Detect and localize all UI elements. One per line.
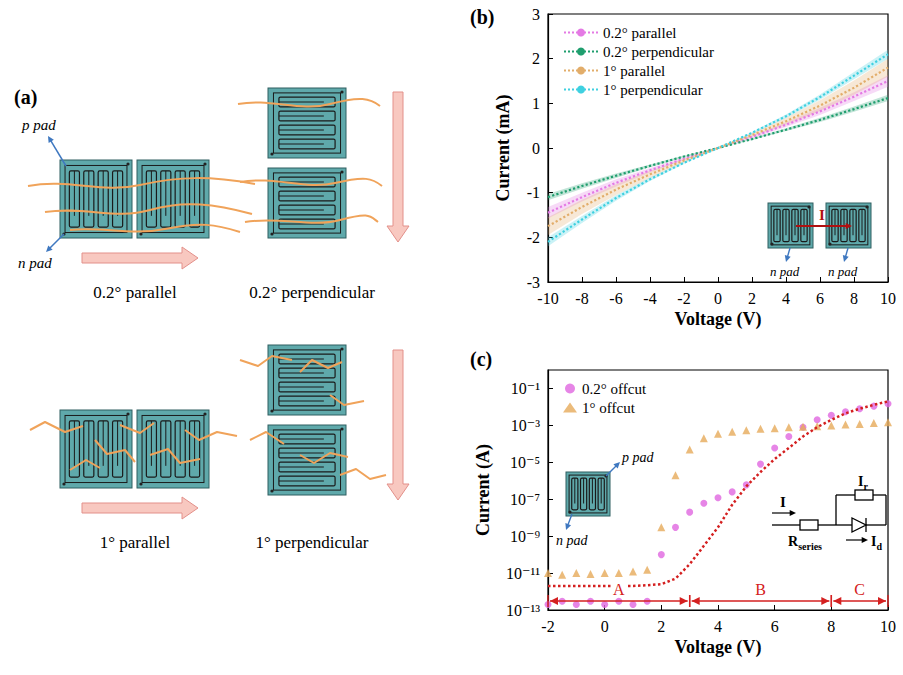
svg-text:1° parallel: 1° parallel [603, 63, 665, 79]
svg-text:-1: -1 [527, 184, 540, 201]
svg-text:Rseries: Rseries [788, 534, 822, 552]
svg-text:n pad: n pad [828, 264, 858, 279]
svg-text:10⁻¹: 10⁻¹ [511, 380, 540, 397]
svg-text:-2: -2 [541, 618, 554, 635]
svg-text:4: 4 [714, 618, 722, 635]
svg-text:1° parallel: 1° parallel [100, 533, 171, 552]
svg-text:(a): (a) [14, 86, 37, 109]
svg-text:(c): (c) [470, 348, 492, 371]
svg-text:2: 2 [748, 290, 756, 307]
svg-text:-2: -2 [527, 229, 540, 246]
svg-text:I: I [819, 207, 825, 223]
svg-text:-8: -8 [575, 290, 588, 307]
svg-text:-6: -6 [609, 290, 622, 307]
svg-text:C: C [854, 581, 865, 598]
svg-text:0.2° perpendicular: 0.2° perpendicular [603, 44, 714, 60]
svg-text:A: A [613, 581, 625, 598]
svg-text:1° perpendicular: 1° perpendicular [256, 533, 369, 552]
svg-text:6: 6 [816, 290, 824, 307]
svg-text:-2: -2 [677, 290, 690, 307]
svg-text:Current (A): Current (A) [473, 444, 494, 536]
svg-text:0.2° parallel: 0.2° parallel [93, 283, 177, 302]
svg-text:-3: -3 [527, 274, 540, 291]
svg-text:10⁻¹¹: 10⁻¹¹ [506, 565, 540, 582]
svg-text:0: 0 [601, 618, 609, 635]
svg-text:p pad: p pad [621, 450, 655, 465]
svg-text:1° offcut: 1° offcut [582, 400, 636, 416]
svg-text:2: 2 [657, 618, 665, 635]
svg-text:0.2° offcut: 0.2° offcut [582, 381, 647, 397]
svg-text:10: 10 [880, 290, 896, 307]
svg-text:1: 1 [532, 95, 540, 112]
svg-text:10⁻⁷: 10⁻⁷ [510, 491, 540, 508]
svg-text:8: 8 [827, 618, 835, 635]
svg-text:(b): (b) [470, 6, 494, 29]
svg-text:-10: -10 [537, 290, 558, 307]
svg-text:Id: Id [871, 534, 882, 552]
svg-text:-4: -4 [643, 290, 656, 307]
svg-text:4: 4 [782, 290, 790, 307]
svg-text:0.2° parallel: 0.2° parallel [603, 25, 676, 41]
svg-text:n pad: n pad [18, 255, 52, 271]
svg-text:2: 2 [532, 50, 540, 67]
svg-text:B: B [755, 581, 766, 598]
svg-text:0: 0 [532, 140, 540, 157]
svg-text:I: I [780, 494, 786, 510]
svg-text:10: 10 [880, 618, 896, 635]
svg-text:10⁻¹³: 10⁻¹³ [506, 602, 540, 619]
svg-text:Voltage (V): Voltage (V) [675, 637, 762, 658]
svg-text:Voltage (V): Voltage (V) [675, 309, 762, 330]
svg-text:10⁻³: 10⁻³ [511, 417, 540, 434]
svg-text:p pad: p pad [21, 117, 56, 133]
svg-text:n pad: n pad [770, 264, 800, 279]
svg-text:Current (mA): Current (mA) [493, 94, 514, 201]
svg-text:n pad: n pad [556, 533, 589, 548]
svg-text:3: 3 [532, 6, 540, 23]
svg-text:0: 0 [714, 290, 722, 307]
svg-text:6: 6 [771, 618, 779, 635]
svg-text:1° perpendicular: 1° perpendicular [603, 82, 703, 98]
svg-text:10⁻⁹: 10⁻⁹ [510, 528, 540, 545]
svg-text:8: 8 [850, 290, 858, 307]
svg-text:Ir: Ir [858, 474, 868, 492]
svg-text:10⁻⁵: 10⁻⁵ [510, 454, 540, 471]
svg-text:0.2° perpendicular: 0.2° perpendicular [249, 283, 375, 302]
